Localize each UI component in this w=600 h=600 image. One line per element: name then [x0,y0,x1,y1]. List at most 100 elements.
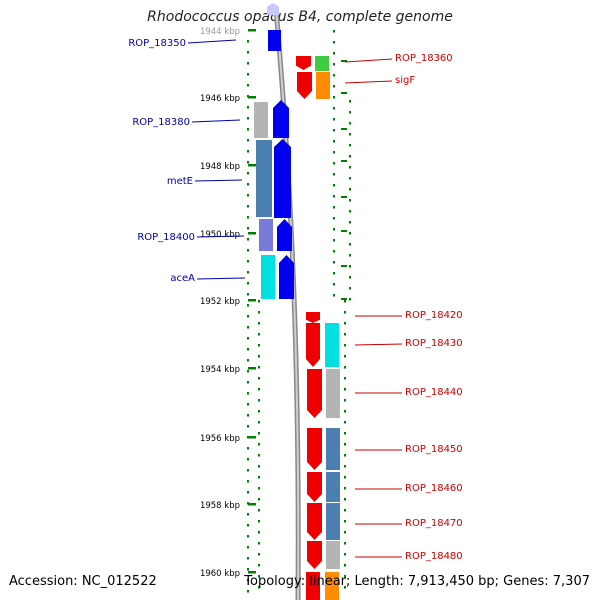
ruler-dot [247,62,249,65]
ruler-dot [349,122,351,125]
ruler-dot [333,228,335,231]
gene-rop18440 [307,369,322,418]
ruler-dot [344,421,346,424]
ruler-dot [333,151,335,154]
ruler-dot [247,491,249,494]
ruler-tick [341,298,347,300]
gene-arrow [267,3,279,15]
ruler-dot [344,542,346,545]
ruler-dot [344,454,346,457]
ruler-dot [349,133,351,136]
ruler-dot [333,173,335,176]
ruler-dot [333,96,335,99]
gene-label-rop_18430: ROP_18430 [405,338,463,349]
ruler-tick [341,160,347,162]
scale-label: 1952 kbp [200,297,240,307]
ruler-dot [344,377,346,380]
ruler-dot [247,447,249,450]
ruler-dot [247,425,249,428]
ruler-dot [349,265,351,268]
ruler-dot [247,128,249,131]
ruler-dot [258,498,260,501]
ruler-dot [247,568,249,571]
ruler-dot [247,227,249,230]
scale-tick [248,367,256,370]
gene-rop18450 [307,428,322,470]
ruler-dot [247,282,249,285]
accession-label: Accession: NC_012522 [9,574,157,589]
ruler-tick [341,128,347,130]
ruler-dot [349,100,351,103]
ruler-tick [341,60,347,62]
ruler-dot [349,287,351,290]
ruler-dot [247,249,249,252]
ruler-dot [258,509,260,512]
gene-rop18360 [296,56,311,70]
gene-rop18380 [273,100,289,138]
gene-label-rop_18360: ROP_18360 [395,53,453,64]
label-leader-line [196,235,245,238]
ruler-dot [333,63,335,66]
scale-label: 1958 kbp [200,501,240,511]
cog-box [261,255,275,299]
ruler-dot [344,344,346,347]
topology-label: Topology: linear; Length: 7,913,450 bp; … [244,574,590,589]
ruler-dot [247,139,249,142]
cog-box [316,72,330,99]
cog-box [325,323,339,367]
ruler-dot [247,51,249,54]
ruler-dot [247,315,249,318]
ruler-tick [341,230,347,232]
ruler-dot [344,553,346,556]
ruler-dot [349,188,351,191]
cog-box [315,56,329,71]
ruler-dot [258,465,260,468]
ruler-dot [247,546,249,549]
ruler-dot [344,410,346,413]
ruler-dot [344,564,346,567]
gene-mete [274,139,291,218]
ruler-dot [247,381,249,384]
ruler-dot [349,254,351,257]
ruler-dot [258,399,260,402]
ruler-dot [344,520,346,523]
ruler-dot [247,106,249,109]
ruler-tick [341,196,347,198]
ruler-dot [333,195,335,198]
ruler-dot [247,260,249,263]
ruler-dot [349,243,351,246]
ruler-dot [258,542,260,545]
ruler-dot [333,140,335,143]
ruler-dot [344,443,346,446]
cog-box [326,472,340,502]
scale-tick [248,503,256,506]
scale-label: 1944 kbp [200,27,240,37]
ruler-dot [349,276,351,279]
scale-tick [248,29,256,32]
gene-sigf [297,72,312,99]
ruler-dot [344,333,346,336]
ruler-dot [247,392,249,395]
ruler-dot [344,498,346,501]
label-leader-line [196,277,246,280]
ruler-dot [344,476,346,479]
scale-label: 1950 kbp [200,230,240,240]
ruler-dot [258,443,260,446]
ruler-dot [258,344,260,347]
ruler-dot [349,210,351,213]
ruler-dot [247,513,249,516]
cog-box [326,369,340,418]
gene-rop18480 [307,541,322,569]
gene-rop18400 [277,219,292,251]
scale-label: 1960 kbp [200,569,240,579]
gene-label-acea: aceA [170,273,195,284]
ruler-tick [341,265,347,267]
gene-label-rop_18470: ROP_18470 [405,518,463,529]
ruler-dot [333,184,335,187]
ruler-dot [258,575,260,578]
ruler-dot [258,487,260,490]
ruler-dot [333,41,335,44]
gene-partial [306,572,320,600]
ruler-dot [349,221,351,224]
